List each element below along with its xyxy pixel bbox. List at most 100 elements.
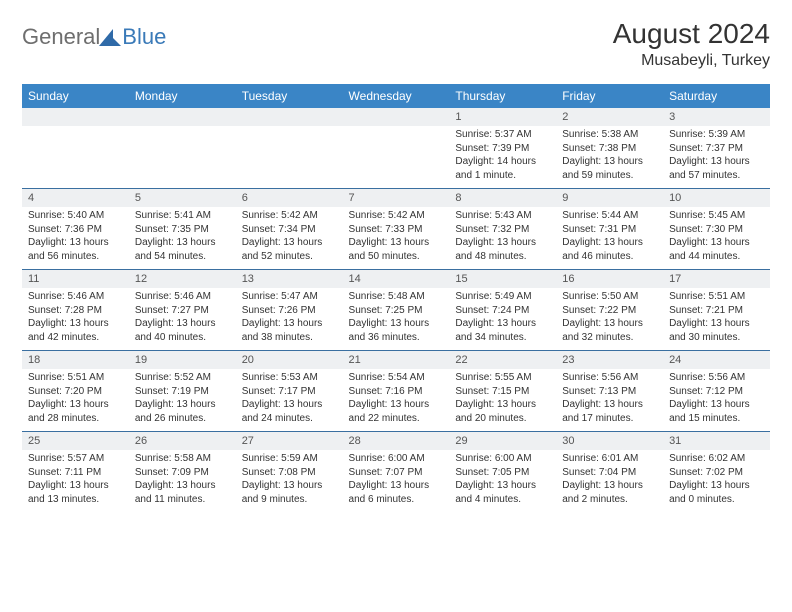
daylight-text: Daylight: 13 hours and 26 minutes. <box>135 398 230 425</box>
sunrise-text: Sunrise: 5:46 AM <box>28 290 123 304</box>
day-header: Thursday <box>449 84 556 108</box>
sunset-text: Sunset: 7:09 PM <box>135 466 230 480</box>
sunset-text: Sunset: 7:19 PM <box>135 385 230 399</box>
day-content-cell: Sunrise: 5:46 AMSunset: 7:27 PMDaylight:… <box>129 288 236 351</box>
day-number-cell: 26 <box>129 432 236 451</box>
sunrise-text: Sunrise: 5:39 AM <box>669 128 764 142</box>
day-number-cell: 2 <box>556 108 663 126</box>
day-content-cell: Sunrise: 5:51 AMSunset: 7:21 PMDaylight:… <box>663 288 770 351</box>
sunset-text: Sunset: 7:34 PM <box>242 223 337 237</box>
logo: General Blue <box>22 18 166 50</box>
day-number-cell: 11 <box>22 270 129 289</box>
calendar-page: General Blue August 2024 Musabeyli, Turk… <box>0 0 792 530</box>
day-content-cell: Sunrise: 6:01 AMSunset: 7:04 PMDaylight:… <box>556 450 663 512</box>
sunrise-text: Sunrise: 5:54 AM <box>349 371 444 385</box>
day-number-cell: 13 <box>236 270 343 289</box>
sunset-text: Sunset: 7:30 PM <box>669 223 764 237</box>
daylight-text: Daylight: 13 hours and 17 minutes. <box>562 398 657 425</box>
sunset-text: Sunset: 7:12 PM <box>669 385 764 399</box>
sunset-text: Sunset: 7:07 PM <box>349 466 444 480</box>
day-number-cell: 18 <box>22 351 129 370</box>
sunrise-text: Sunrise: 5:55 AM <box>455 371 550 385</box>
day-number-cell <box>129 108 236 126</box>
day-content-cell: Sunrise: 6:00 AMSunset: 7:07 PMDaylight:… <box>343 450 450 512</box>
sunset-text: Sunset: 7:32 PM <box>455 223 550 237</box>
day-content-cell: Sunrise: 5:49 AMSunset: 7:24 PMDaylight:… <box>449 288 556 351</box>
daylight-text: Daylight: 13 hours and 57 minutes. <box>669 155 764 182</box>
day-content-cell: Sunrise: 5:53 AMSunset: 7:17 PMDaylight:… <box>236 369 343 432</box>
day-number-cell: 9 <box>556 189 663 208</box>
sunrise-text: Sunrise: 5:47 AM <box>242 290 337 304</box>
sunset-text: Sunset: 7:25 PM <box>349 304 444 318</box>
daylight-text: Daylight: 13 hours and 4 minutes. <box>455 479 550 506</box>
daylight-text: Daylight: 13 hours and 32 minutes. <box>562 317 657 344</box>
day-content-cell: Sunrise: 5:47 AMSunset: 7:26 PMDaylight:… <box>236 288 343 351</box>
day-number-cell: 22 <box>449 351 556 370</box>
calendar-body: 123Sunrise: 5:37 AMSunset: 7:39 PMDaylig… <box>22 108 770 512</box>
day-number-cell: 31 <box>663 432 770 451</box>
day-content-cell: Sunrise: 5:57 AMSunset: 7:11 PMDaylight:… <box>22 450 129 512</box>
sunset-text: Sunset: 7:26 PM <box>242 304 337 318</box>
day-number-cell: 27 <box>236 432 343 451</box>
daylight-text: Daylight: 13 hours and 38 minutes. <box>242 317 337 344</box>
sunrise-text: Sunrise: 5:53 AM <box>242 371 337 385</box>
day-number-cell: 21 <box>343 351 450 370</box>
sunset-text: Sunset: 7:27 PM <box>135 304 230 318</box>
sunrise-text: Sunrise: 5:38 AM <box>562 128 657 142</box>
sunset-text: Sunset: 7:39 PM <box>455 142 550 156</box>
logo-text-blue: Blue <box>122 24 166 50</box>
day-content-cell: Sunrise: 5:55 AMSunset: 7:15 PMDaylight:… <box>449 369 556 432</box>
daylight-text: Daylight: 13 hours and 56 minutes. <box>28 236 123 263</box>
day-number-cell: 16 <box>556 270 663 289</box>
sunset-text: Sunset: 7:13 PM <box>562 385 657 399</box>
header: General Blue August 2024 Musabeyli, Turk… <box>22 18 770 70</box>
day-content-row: Sunrise: 5:40 AMSunset: 7:36 PMDaylight:… <box>22 207 770 270</box>
day-content-cell <box>343 126 450 189</box>
sunset-text: Sunset: 7:02 PM <box>669 466 764 480</box>
sunset-text: Sunset: 7:16 PM <box>349 385 444 399</box>
sunset-text: Sunset: 7:38 PM <box>562 142 657 156</box>
sunrise-text: Sunrise: 5:45 AM <box>669 209 764 223</box>
day-number-cell: 17 <box>663 270 770 289</box>
day-number-cell: 30 <box>556 432 663 451</box>
daylight-text: Daylight: 13 hours and 24 minutes. <box>242 398 337 425</box>
day-content-cell: Sunrise: 5:39 AMSunset: 7:37 PMDaylight:… <box>663 126 770 189</box>
day-header: Saturday <box>663 84 770 108</box>
day-number-cell: 20 <box>236 351 343 370</box>
day-number-cell: 19 <box>129 351 236 370</box>
day-content-cell: Sunrise: 5:50 AMSunset: 7:22 PMDaylight:… <box>556 288 663 351</box>
day-number-cell: 25 <box>22 432 129 451</box>
sunset-text: Sunset: 7:22 PM <box>562 304 657 318</box>
sunrise-text: Sunrise: 5:48 AM <box>349 290 444 304</box>
day-number-cell <box>236 108 343 126</box>
day-content-cell <box>236 126 343 189</box>
sunrise-text: Sunrise: 5:56 AM <box>562 371 657 385</box>
daylight-text: Daylight: 13 hours and 11 minutes. <box>135 479 230 506</box>
sunrise-text: Sunrise: 5:40 AM <box>28 209 123 223</box>
day-header: Wednesday <box>343 84 450 108</box>
sunrise-text: Sunrise: 6:00 AM <box>455 452 550 466</box>
day-number-cell: 23 <box>556 351 663 370</box>
day-header: Monday <box>129 84 236 108</box>
sunset-text: Sunset: 7:17 PM <box>242 385 337 399</box>
day-number-cell: 3 <box>663 108 770 126</box>
sunrise-text: Sunrise: 5:58 AM <box>135 452 230 466</box>
sunset-text: Sunset: 7:08 PM <box>242 466 337 480</box>
sunrise-text: Sunrise: 5:44 AM <box>562 209 657 223</box>
day-number-row: 18192021222324 <box>22 351 770 370</box>
daylight-text: Daylight: 13 hours and 50 minutes. <box>349 236 444 263</box>
day-content-cell: Sunrise: 6:00 AMSunset: 7:05 PMDaylight:… <box>449 450 556 512</box>
day-content-cell: Sunrise: 5:43 AMSunset: 7:32 PMDaylight:… <box>449 207 556 270</box>
daylight-text: Daylight: 13 hours and 40 minutes. <box>135 317 230 344</box>
day-number-row: 123 <box>22 108 770 126</box>
daylight-text: Daylight: 13 hours and 22 minutes. <box>349 398 444 425</box>
daylight-text: Daylight: 13 hours and 34 minutes. <box>455 317 550 344</box>
daylight-text: Daylight: 13 hours and 54 minutes. <box>135 236 230 263</box>
day-content-cell: Sunrise: 5:37 AMSunset: 7:39 PMDaylight:… <box>449 126 556 189</box>
daylight-text: Daylight: 13 hours and 15 minutes. <box>669 398 764 425</box>
day-header-row: Sunday Monday Tuesday Wednesday Thursday… <box>22 84 770 108</box>
day-content-cell: Sunrise: 5:41 AMSunset: 7:35 PMDaylight:… <box>129 207 236 270</box>
sunrise-text: Sunrise: 5:37 AM <box>455 128 550 142</box>
day-content-cell: Sunrise: 5:46 AMSunset: 7:28 PMDaylight:… <box>22 288 129 351</box>
sunset-text: Sunset: 7:11 PM <box>28 466 123 480</box>
